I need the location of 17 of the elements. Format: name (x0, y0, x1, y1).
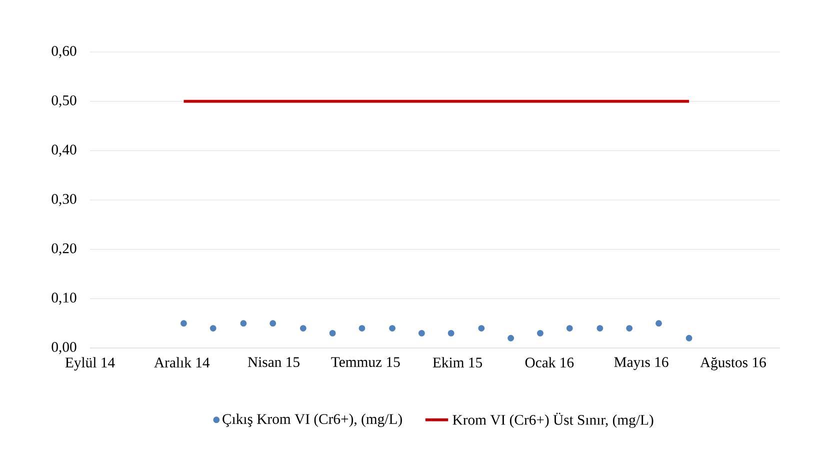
x-tick-label: Mayıs 16 (614, 357, 668, 370)
x-tick-label: Ekim 15 (432, 357, 482, 368)
y-tick-label: 0,10 (52, 292, 76, 305)
x-tick-label: Ağustos 16 (700, 357, 766, 370)
legend-label: Çıkış Krom VI (Cr6+), (mg/L) (222, 414, 402, 427)
y-tick-label: 0,60 (52, 46, 76, 58)
x-tick-label: Temmuz 15 (331, 357, 400, 367)
x-tick-label: Nisan 15 (248, 357, 300, 368)
y-tick-label: 0,20 (52, 243, 76, 256)
x-tick-label: Aralık 14 (154, 357, 210, 368)
x-tick-label: Ocak 16 (525, 357, 574, 368)
x-tick-label: Eylül 14 (65, 357, 115, 370)
legend-label: Krom VI (Cr6+) Üst Sınır, (mg/L) (452, 412, 654, 428)
y-tick-label: 0,00 (52, 342, 76, 354)
y-tick-label: 0,50 (52, 95, 76, 108)
y-tick-label: 0,40 (52, 144, 76, 157)
y-tick-label: 0,30 (52, 194, 76, 206)
